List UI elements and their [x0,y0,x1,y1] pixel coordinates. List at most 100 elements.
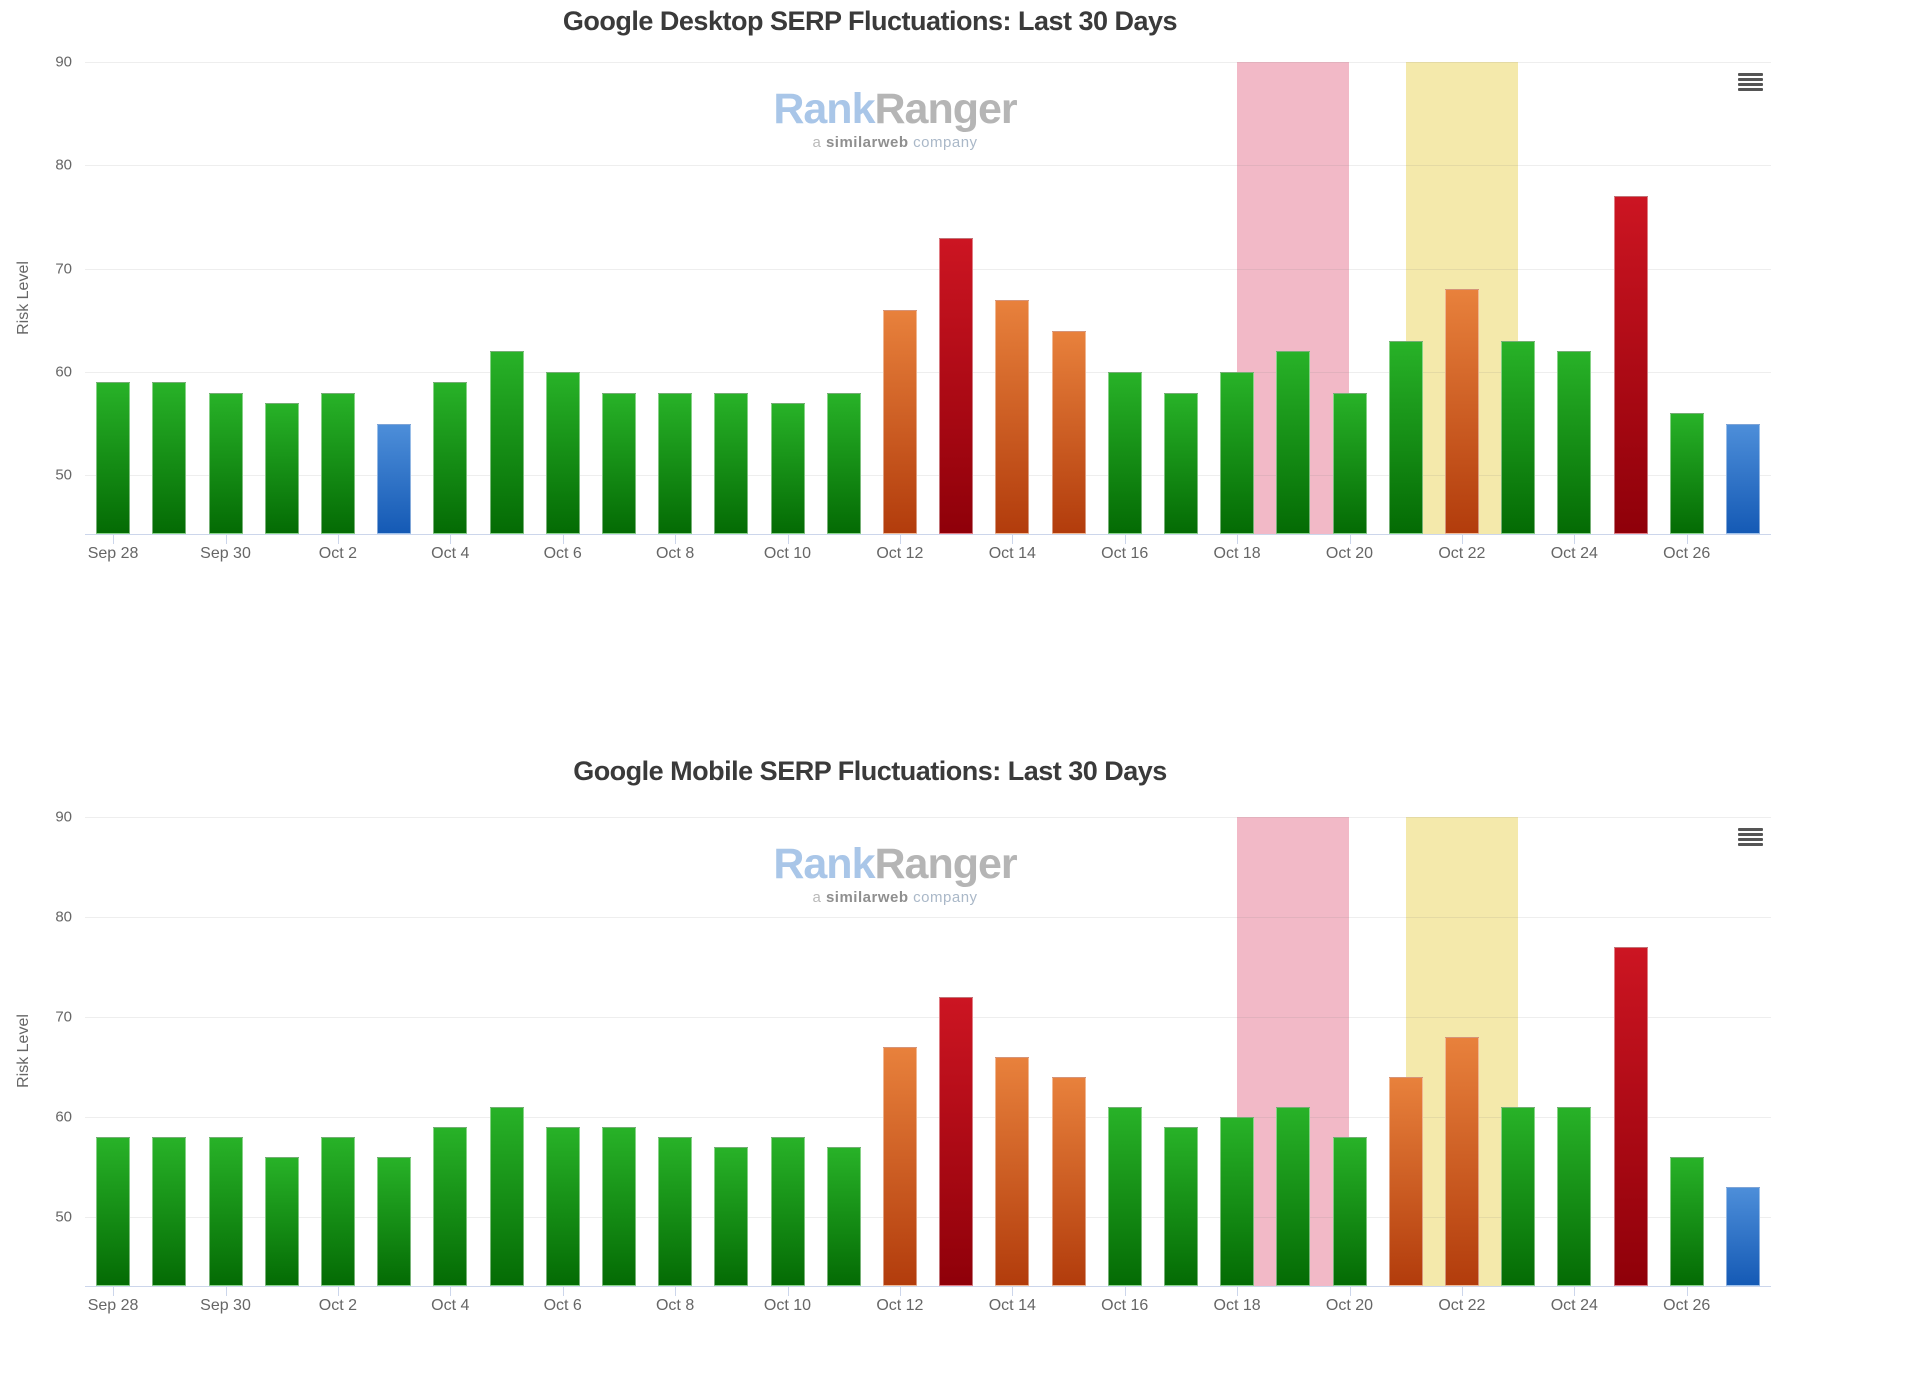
bar-Oct-10[interactable] [770,402,805,534]
logo-ranger-text: Ranger [874,85,1018,133]
bar-Oct-11[interactable] [826,1147,861,1286]
bar-Oct-16[interactable] [1107,371,1142,534]
bar-Oct-8[interactable] [658,392,693,534]
bar-Sep-30[interactable] [208,1137,243,1286]
x-axis-tick [1574,1286,1576,1296]
bar-Oct-14[interactable] [995,1057,1030,1286]
bar-Oct-23[interactable] [1501,340,1536,534]
x-axis-label-Oct-20: Oct 20 [1325,545,1374,562]
bar-Oct-3[interactable] [377,423,412,534]
bar-Oct-4[interactable] [433,382,468,534]
bar-Oct-27[interactable] [1725,423,1760,534]
x-axis-label-Oct-24: Oct 24 [1550,545,1598,562]
bar-Oct-22[interactable] [1444,289,1479,534]
x-axis-tick [1124,1286,1126,1296]
x-axis-tick [1686,534,1688,544]
bar-Oct-7[interactable] [601,1127,636,1286]
bar-Sep-28[interactable] [96,1137,131,1286]
bar-Oct-18[interactable] [1220,371,1255,534]
bar-Oct-17[interactable] [1163,1127,1198,1286]
bar-Oct-18[interactable] [1220,1117,1255,1286]
y-axis-label-60: 60 [55,363,72,381]
y-axis-label-90: 90 [55,53,72,71]
bar-Oct-14[interactable] [995,299,1030,534]
bar-Oct-16[interactable] [1107,1107,1142,1286]
bar-Oct-1[interactable] [264,402,299,534]
bar-Oct-4[interactable] [433,1127,468,1286]
bar-Sep-28[interactable] [96,382,131,534]
bar-Oct-11[interactable] [826,392,861,534]
bar-Oct-25[interactable] [1613,196,1648,534]
logo-rank-text: Rank [773,840,875,888]
bar-Sep-29[interactable] [152,1137,187,1286]
bar-Oct-24[interactable] [1557,351,1592,534]
x-axis-tick [1237,534,1239,544]
gridline-80 [85,917,1771,918]
rankranger-logo: RankRanger [773,85,1018,133]
bar-Oct-21[interactable] [1388,340,1423,534]
y-axis-label-50: 50 [55,1208,72,1226]
x-axis-tick [1012,534,1014,544]
rankranger-watermark: RankRanger a similarweb company [773,840,1017,906]
bar-Oct-21[interactable] [1388,1077,1423,1286]
x-axis-label-Oct-12: Oct 12 [876,545,924,562]
bar-Oct-23[interactable] [1501,1107,1536,1286]
similarweb-tagline: a similarweb company [812,889,978,906]
bar-Oct-13[interactable] [939,237,974,534]
gridline-70 [85,268,1771,270]
bar-Oct-20[interactable] [1332,1137,1367,1286]
x-axis-line [85,1286,1771,1287]
bar-Sep-29[interactable] [152,382,187,534]
bar-Oct-1[interactable] [264,1157,299,1286]
x-axis-label-Oct-20: Oct 20 [1325,1297,1374,1314]
bar-Oct-8[interactable] [658,1137,693,1286]
bar-Oct-9[interactable] [714,1147,749,1286]
bar-Oct-22[interactable] [1444,1037,1479,1286]
bar-Oct-25[interactable] [1613,947,1648,1286]
bar-Oct-24[interactable] [1557,1107,1592,1286]
bar-Oct-2[interactable] [320,1137,355,1286]
x-axis-label-Oct-10: Oct 10 [763,1297,812,1314]
bar-Oct-9[interactable] [714,392,749,534]
x-axis-tick [562,534,564,544]
bar-Oct-15[interactable] [1051,1077,1086,1286]
bar-Oct-13[interactable] [939,997,974,1286]
bar-Oct-19[interactable] [1276,1107,1311,1286]
x-axis-tick [337,1286,339,1296]
bar-Oct-2[interactable] [320,392,355,534]
bar-Oct-19[interactable] [1276,351,1311,534]
x-axis-tick [450,534,452,544]
bar-Oct-5[interactable] [489,1107,524,1286]
x-axis-tick [1012,1286,1014,1296]
gridline-50 [85,1217,1771,1218]
x-axis-label-Oct-14: Oct 14 [988,1297,1036,1314]
x-axis-tick [1237,1286,1239,1296]
x-axis-label-Oct-8: Oct 8 [655,545,695,562]
x-axis-label-Oct-26: Oct 26 [1663,545,1711,562]
bar-Oct-3[interactable] [377,1157,412,1286]
chart-menu-button-desktop[interactable] [1738,73,1763,91]
bar-Oct-7[interactable] [601,392,636,534]
bar-Oct-10[interactable] [770,1137,805,1286]
bar-Oct-12[interactable] [882,1047,917,1286]
bar-Oct-26[interactable] [1669,1157,1704,1286]
y-axis-label-60: 60 [55,1108,72,1126]
bar-Oct-6[interactable] [545,1127,580,1286]
bar-Oct-5[interactable] [489,351,524,534]
x-axis-label-Oct-16: Oct 16 [1101,545,1149,562]
hamburger-icon [1738,828,1763,831]
bar-Sep-30[interactable] [208,392,243,534]
chart-menu-button-mobile[interactable] [1738,828,1763,846]
bar-Oct-15[interactable] [1051,330,1086,534]
bar-Oct-27[interactable] [1725,1187,1760,1286]
bar-Oct-26[interactable] [1669,413,1704,534]
bar-Oct-20[interactable] [1332,392,1367,534]
x-axis-tick [1461,1286,1463,1296]
y-axis-title-mobile: Risk Level [15,1014,32,1088]
bar-Oct-12[interactable] [882,309,917,534]
bar-Oct-17[interactable] [1163,392,1198,534]
y-axis-label-90: 90 [55,808,72,826]
x-axis-tick [1124,534,1126,544]
bar-Oct-6[interactable] [545,371,580,534]
